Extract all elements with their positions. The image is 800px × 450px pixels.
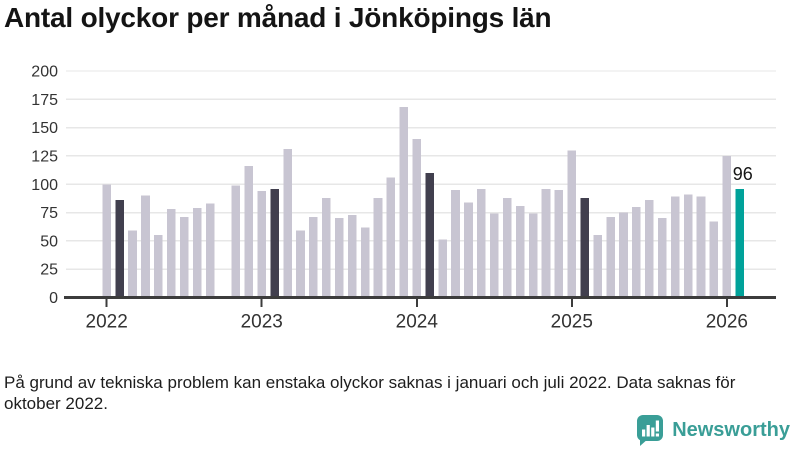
bar-2024-08	[502, 197, 512, 298]
bar-2022-03	[128, 230, 137, 298]
bar-2023-09	[360, 227, 370, 298]
bar-2024-11	[541, 188, 551, 298]
bar-2025-12	[709, 221, 719, 298]
bar-2023-11	[386, 177, 396, 298]
bar-2025-02	[580, 197, 590, 298]
bar-2024-10	[528, 213, 538, 298]
bar-2025-11	[696, 196, 706, 298]
svg-text:50: 50	[40, 233, 58, 250]
chart-footnote: På grund av tekniska problem kan enstaka…	[4, 373, 736, 414]
bar-2022-07	[179, 217, 189, 298]
svg-text:100: 100	[31, 177, 58, 194]
bar-2022-04	[141, 195, 150, 298]
bars	[102, 107, 745, 298]
bar-2025-01	[567, 150, 577, 298]
bar-2022-01	[102, 184, 111, 298]
bar-2025-10	[683, 194, 693, 298]
bar-2023-01	[257, 191, 267, 298]
bar-2024-07	[490, 213, 499, 298]
bar-2023-04	[296, 230, 305, 298]
svg-text:25: 25	[40, 262, 58, 279]
bar-2022-05	[154, 235, 163, 298]
bar-chart: 0 25 50 75 100 125 150 175 200 2022 2023 2024 2025 20…	[0, 55, 800, 340]
bar-2026-02	[735, 188, 745, 298]
y-grid-and-labels: 0 25 50 75 100 125 150 175 200	[31, 64, 776, 307]
bar-2023-07	[334, 218, 344, 298]
bar-2024-01	[412, 138, 422, 298]
bar-2024-04	[451, 189, 460, 298]
svg-text:125: 125	[31, 148, 58, 165]
svg-text:2022: 2022	[86, 312, 128, 333]
svg-text:150: 150	[31, 120, 58, 137]
bar-2023-10	[373, 197, 383, 298]
bar-2025-03	[593, 235, 602, 298]
bar-2025-08	[657, 218, 667, 298]
bar-2023-12	[399, 107, 409, 298]
bar-2022-09	[205, 203, 215, 298]
bar-2026-01	[722, 155, 732, 298]
bar-2024-06	[477, 188, 486, 298]
svg-text:2024: 2024	[396, 312, 439, 333]
newsworthy-brand[interactable]: Newsworthy	[635, 414, 790, 447]
bar-2024-09	[515, 205, 525, 298]
bar-2023-05	[309, 217, 318, 298]
bar-2025-04	[606, 217, 615, 298]
bar-2022-12	[244, 166, 254, 298]
brand-name: Newsworthy	[672, 419, 790, 441]
svg-text:200: 200	[31, 64, 58, 81]
bar-2022-08	[192, 208, 202, 298]
x-ticks-and-labels: 2022 2023 2024 2025 2026	[86, 299, 748, 333]
svg-text:175: 175	[31, 92, 58, 109]
current-value-label: 96	[733, 164, 753, 184]
bar-2022-11	[231, 185, 241, 298]
bar-2025-09	[670, 196, 680, 298]
chart-title: Antal olyckor per månad i Jönköpings län	[4, 2, 552, 33]
svg-text:2023: 2023	[241, 312, 283, 333]
bar-2025-05	[619, 212, 628, 298]
bar-2025-07	[645, 200, 654, 298]
bar-2023-08	[347, 214, 357, 298]
bar-2023-03	[283, 149, 292, 298]
bar-chart-speech-bubble-icon	[635, 414, 665, 447]
bar-2024-05	[464, 202, 473, 298]
bar-2024-12	[554, 189, 564, 298]
bar-2025-06	[632, 206, 641, 298]
svg-text:2026: 2026	[706, 312, 748, 333]
svg-text:0: 0	[49, 290, 58, 307]
bar-2022-06	[167, 209, 176, 298]
svg-text:75: 75	[40, 205, 58, 222]
bar-2022-02	[115, 200, 124, 298]
bar-2024-03	[438, 239, 447, 298]
bar-2024-02	[425, 172, 434, 298]
bar-2023-02	[270, 188, 279, 298]
bar-2023-06	[322, 197, 331, 298]
svg-text:2025: 2025	[551, 312, 593, 333]
